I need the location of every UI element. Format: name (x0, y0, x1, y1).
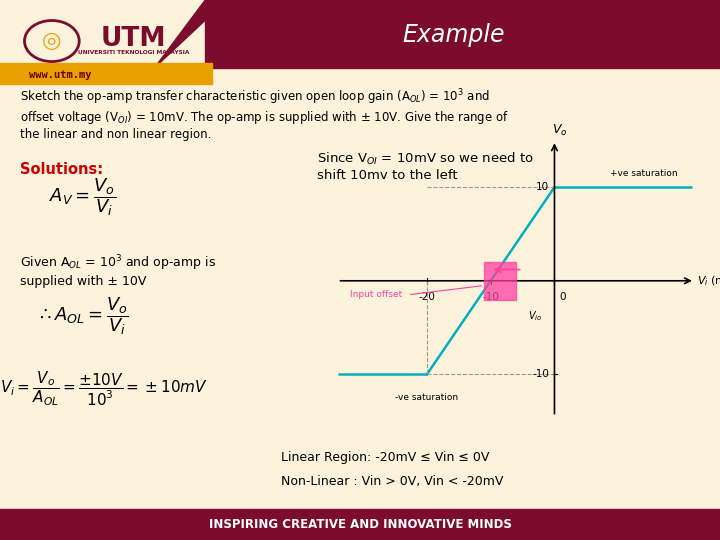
Text: 0: 0 (559, 292, 566, 302)
Text: Given A$_{OL}$ = 10$^3$ and op-amp is
supplied with ± 10V: Given A$_{OL}$ = 10$^3$ and op-amp is su… (20, 254, 216, 288)
Text: $V_{io}$: $V_{io}$ (528, 309, 543, 323)
Text: Non-Linear : Vin > 0V, Vin < -20mV: Non-Linear : Vin > 0V, Vin < -20mV (281, 475, 503, 488)
Text: Example: Example (402, 23, 505, 46)
Text: $V_i = \dfrac{V_o}{A_{OL}} = \dfrac{\pm 10V}{10^3} = \pm 10mV$: $V_i = \dfrac{V_o}{A_{OL}} = \dfrac{\pm … (1, 370, 208, 408)
Text: -10: -10 (533, 369, 549, 380)
Text: Linear Region: -20mV ≤ Vin ≤ 0V: Linear Region: -20mV ≤ Vin ≤ 0V (281, 451, 489, 464)
Text: ◎: ◎ (42, 31, 61, 51)
Text: www.utm.my: www.utm.my (29, 70, 91, 79)
Text: UTM: UTM (101, 26, 166, 52)
Text: Sketch the op-amp transfer characteristic given open loop gain (A$_{OL}$) = 10$^: Sketch the op-amp transfer characteristi… (20, 87, 509, 141)
Text: $V_i$ (mV): $V_i$ (mV) (697, 274, 720, 288)
Text: UNIVERSITI TEKNOLOGI MALAYSIA: UNIVERSITI TEKNOLOGI MALAYSIA (78, 50, 189, 55)
Text: 10: 10 (536, 182, 549, 192)
Text: Input offset: Input offset (351, 291, 402, 299)
Text: $\therefore A_{OL} = \dfrac{V_o}{V_i}$: $\therefore A_{OL} = \dfrac{V_o}{V_i}$ (37, 295, 129, 337)
Text: -20: -20 (418, 292, 436, 302)
Text: INSPIRING CREATIVE AND INNOVATIVE MINDS: INSPIRING CREATIVE AND INNOVATIVE MINDS (209, 518, 511, 531)
Text: +ve saturation: +ve saturation (610, 168, 678, 178)
Text: Solutions:: Solutions: (20, 162, 103, 177)
Text: $A_V = \dfrac{V_o}{V_i}$: $A_V = \dfrac{V_o}{V_i}$ (49, 176, 117, 218)
Bar (485, 262, 516, 300)
Text: $V_o$: $V_o$ (552, 123, 567, 138)
Text: -10: -10 (482, 292, 499, 302)
Text: Since V$_{OI}$ = 10mV so we need to
shift 10mv to the left: Since V$_{OI}$ = 10mV so we need to shif… (317, 151, 534, 183)
Text: -ve saturation: -ve saturation (395, 393, 459, 402)
